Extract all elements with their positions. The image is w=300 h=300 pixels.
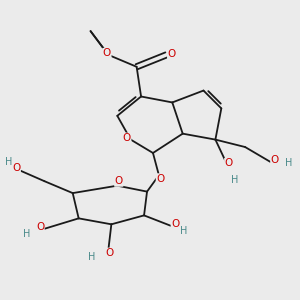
Text: O: O — [36, 222, 44, 232]
Text: H: H — [5, 158, 13, 167]
Text: H: H — [23, 229, 30, 239]
Text: H: H — [88, 252, 96, 262]
Text: O: O — [106, 248, 114, 258]
Text: O: O — [156, 174, 164, 184]
Text: H: H — [181, 226, 188, 236]
Text: O: O — [103, 48, 111, 59]
Text: H: H — [231, 175, 238, 185]
Text: O: O — [271, 155, 279, 165]
Text: O: O — [123, 133, 131, 143]
Text: H: H — [284, 158, 292, 168]
Text: O: O — [168, 49, 176, 59]
Text: O: O — [12, 164, 20, 173]
Text: O: O — [225, 158, 233, 168]
Text: O: O — [115, 176, 123, 186]
Text: O: O — [171, 219, 179, 229]
